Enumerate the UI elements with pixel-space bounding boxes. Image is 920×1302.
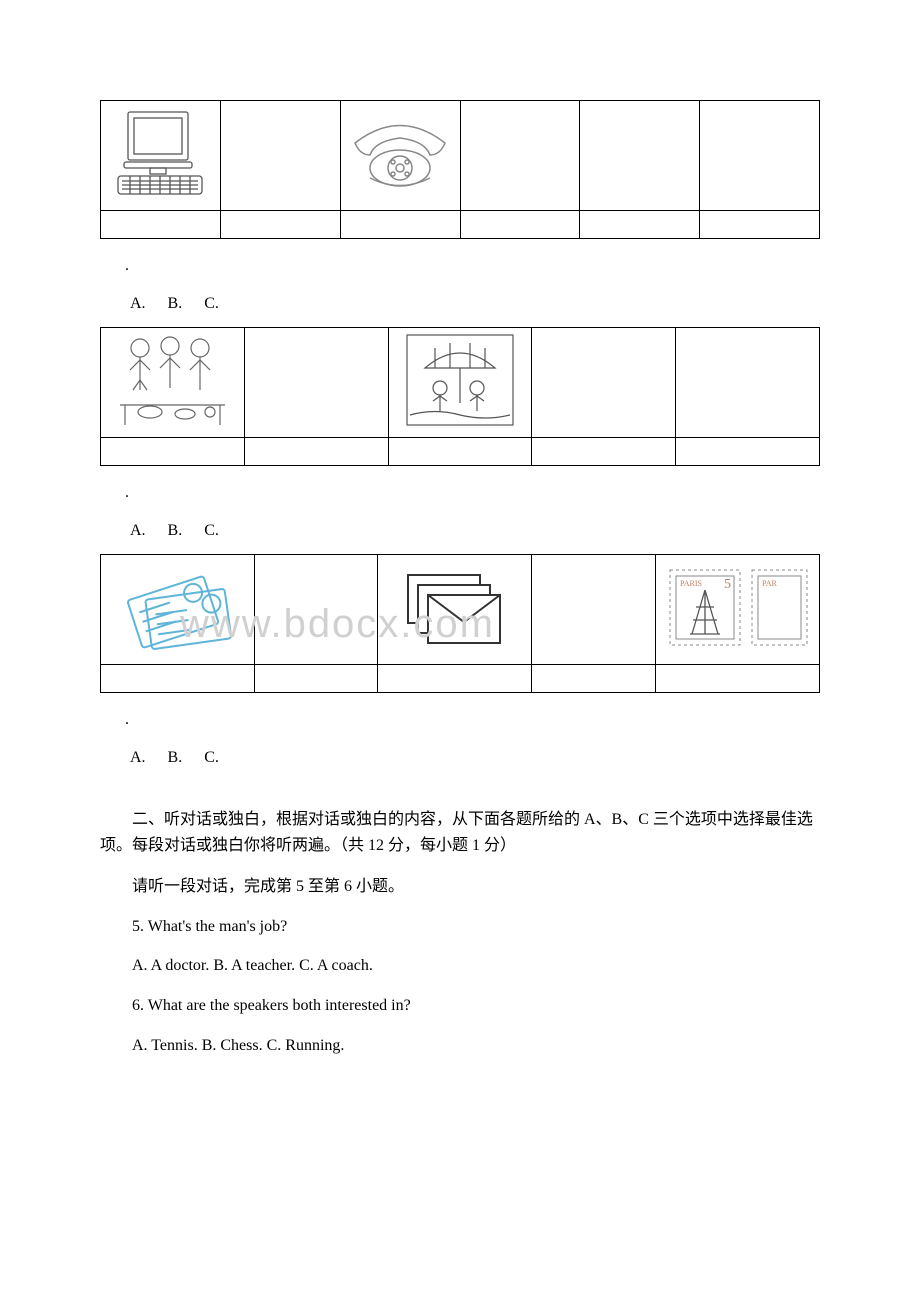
section2-heading: 二、听对话或独白，根据对话或独白的内容，从下面各题所给的 A、B、C 三个选项中… — [100, 807, 820, 858]
empty-cell — [676, 328, 820, 438]
question-6: 6. What are the speakers both interested… — [100, 993, 820, 1019]
img-cell-people — [101, 328, 245, 438]
answer-cell — [244, 438, 388, 466]
image-table-3: PARIS 5 PAR — [100, 554, 820, 693]
img-cell-beach — [388, 328, 532, 438]
empty-cell — [700, 101, 820, 211]
stamp-paris-label: PARIS — [680, 579, 702, 588]
image-table-2 — [100, 327, 820, 466]
options-line-2: A. B. C. — [130, 522, 820, 540]
img-cell-envelopes — [378, 555, 532, 665]
answer-cell — [532, 665, 655, 693]
stamp-value: 5 — [724, 577, 731, 592]
dot-marker: . — [125, 484, 820, 502]
section-2: 二、听对话或独白，根据对话或独白的内容，从下面各题所给的 A、B、C 三个选项中… — [100, 807, 820, 1058]
img-cell-computer — [101, 101, 221, 211]
answer-cell — [460, 211, 580, 239]
img-cell-telephone — [340, 101, 460, 211]
answer-5: A. A doctor. B. A teacher. C. A coach. — [100, 953, 820, 979]
computer-icon — [110, 106, 210, 206]
answer-cell — [340, 211, 460, 239]
answer-cell — [532, 438, 676, 466]
answer-cell — [101, 665, 255, 693]
question-5: 5. What's the man's job? — [100, 914, 820, 940]
answer-cell — [255, 665, 378, 693]
img-cell-stamps: PARIS 5 PAR — [655, 555, 819, 665]
empty-cell — [460, 101, 580, 211]
answer-cell — [220, 211, 340, 239]
telephone-icon — [345, 113, 455, 198]
answer-cell — [388, 438, 532, 466]
beach-icon — [405, 333, 515, 433]
options-line-1: A. B. C. — [130, 295, 820, 313]
dot-marker: . — [125, 711, 820, 729]
options-line-3: A. B. C. — [130, 749, 820, 767]
empty-cell — [244, 328, 388, 438]
postcards-icon — [113, 562, 243, 657]
img-cell-postcards — [101, 555, 255, 665]
answer-cell — [101, 211, 221, 239]
answer-cell — [378, 665, 532, 693]
empty-cell — [580, 101, 700, 211]
answer-cell — [700, 211, 820, 239]
answer-6: A. Tennis. B. Chess. C. Running. — [100, 1033, 820, 1059]
answer-cell — [676, 438, 820, 466]
dot-marker: . — [125, 257, 820, 275]
empty-cell — [532, 555, 655, 665]
answer-cell — [580, 211, 700, 239]
svg-text:PAR: PAR — [762, 579, 777, 588]
envelopes-icon — [400, 567, 510, 652]
empty-cell — [532, 328, 676, 438]
answer-cell — [101, 438, 245, 466]
empty-cell — [220, 101, 340, 211]
empty-cell — [255, 555, 378, 665]
section2-instruction: 请听一段对话，完成第 5 至第 6 小题。 — [100, 874, 820, 900]
page-content: . A. B. C. — [0, 0, 920, 1112]
stamps-icon: PARIS 5 PAR — [662, 562, 812, 657]
image-table-1 — [100, 100, 820, 239]
people-icon — [115, 330, 230, 435]
answer-cell — [655, 665, 819, 693]
